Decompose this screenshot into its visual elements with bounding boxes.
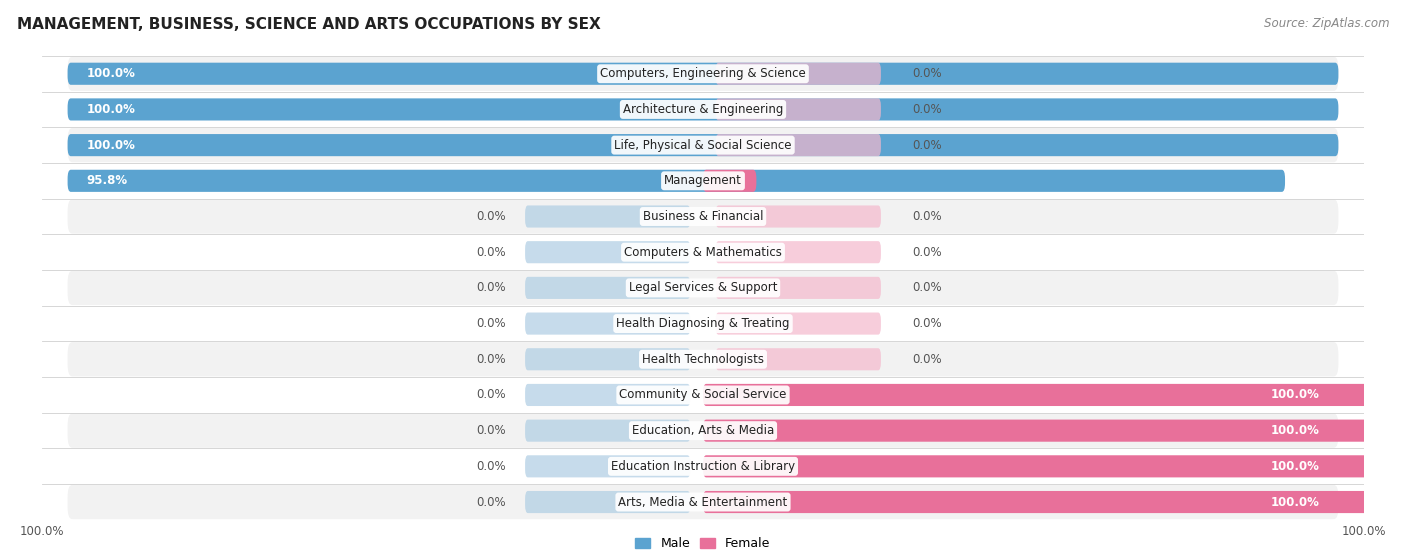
Text: Management: Management — [664, 174, 742, 187]
FancyBboxPatch shape — [703, 455, 1406, 477]
Text: 0.0%: 0.0% — [477, 281, 506, 295]
FancyBboxPatch shape — [67, 134, 1339, 156]
FancyBboxPatch shape — [524, 206, 690, 228]
Text: 0.0%: 0.0% — [912, 67, 942, 80]
Text: 0.0%: 0.0% — [477, 495, 506, 509]
Text: Health Technologists: Health Technologists — [643, 353, 763, 366]
Text: 4.2%: 4.2% — [1286, 174, 1319, 187]
Text: Computers, Engineering & Science: Computers, Engineering & Science — [600, 67, 806, 80]
Text: 95.8%: 95.8% — [87, 174, 128, 187]
Text: 0.0%: 0.0% — [477, 424, 506, 437]
Text: 100.0%: 100.0% — [1271, 495, 1319, 509]
Text: 0.0%: 0.0% — [477, 460, 506, 473]
FancyBboxPatch shape — [703, 420, 1406, 442]
Legend: Male, Female: Male, Female — [630, 532, 776, 556]
FancyBboxPatch shape — [703, 170, 756, 192]
Text: 0.0%: 0.0% — [912, 281, 942, 295]
Text: Source: ZipAtlas.com: Source: ZipAtlas.com — [1264, 17, 1389, 30]
Text: 100.0%: 100.0% — [87, 67, 135, 80]
FancyBboxPatch shape — [67, 56, 1339, 91]
Text: Education Instruction & Library: Education Instruction & Library — [612, 460, 794, 473]
Text: Community & Social Service: Community & Social Service — [619, 389, 787, 401]
Text: 0.0%: 0.0% — [912, 103, 942, 116]
Text: 100.0%: 100.0% — [1271, 389, 1319, 401]
FancyBboxPatch shape — [67, 271, 1339, 305]
FancyBboxPatch shape — [67, 342, 1339, 376]
FancyBboxPatch shape — [67, 164, 1339, 198]
Text: 100.0%: 100.0% — [87, 139, 135, 151]
FancyBboxPatch shape — [524, 420, 690, 442]
FancyBboxPatch shape — [716, 63, 882, 85]
FancyBboxPatch shape — [67, 378, 1339, 412]
FancyBboxPatch shape — [716, 241, 882, 263]
FancyBboxPatch shape — [67, 98, 1339, 121]
FancyBboxPatch shape — [524, 277, 690, 299]
FancyBboxPatch shape — [67, 200, 1339, 234]
Text: 0.0%: 0.0% — [477, 246, 506, 259]
FancyBboxPatch shape — [67, 92, 1339, 126]
Text: 0.0%: 0.0% — [912, 210, 942, 223]
Text: Education, Arts & Media: Education, Arts & Media — [631, 424, 775, 437]
Text: 0.0%: 0.0% — [477, 353, 506, 366]
FancyBboxPatch shape — [716, 348, 882, 370]
FancyBboxPatch shape — [716, 206, 882, 228]
Text: Architecture & Engineering: Architecture & Engineering — [623, 103, 783, 116]
FancyBboxPatch shape — [716, 277, 882, 299]
Text: Life, Physical & Social Science: Life, Physical & Social Science — [614, 139, 792, 151]
Text: 100.0%: 100.0% — [87, 103, 135, 116]
Text: Computers & Mathematics: Computers & Mathematics — [624, 246, 782, 259]
FancyBboxPatch shape — [67, 235, 1339, 269]
FancyBboxPatch shape — [67, 306, 1339, 340]
FancyBboxPatch shape — [703, 491, 1406, 513]
FancyBboxPatch shape — [703, 384, 1406, 406]
Text: Business & Financial: Business & Financial — [643, 210, 763, 223]
FancyBboxPatch shape — [67, 170, 1285, 192]
Text: 0.0%: 0.0% — [912, 139, 942, 151]
Text: 0.0%: 0.0% — [477, 210, 506, 223]
FancyBboxPatch shape — [67, 485, 1339, 519]
Text: 0.0%: 0.0% — [477, 389, 506, 401]
FancyBboxPatch shape — [524, 348, 690, 370]
Text: Health Diagnosing & Treating: Health Diagnosing & Treating — [616, 317, 790, 330]
FancyBboxPatch shape — [67, 63, 1339, 85]
Text: MANAGEMENT, BUSINESS, SCIENCE AND ARTS OCCUPATIONS BY SEX: MANAGEMENT, BUSINESS, SCIENCE AND ARTS O… — [17, 17, 600, 32]
FancyBboxPatch shape — [716, 134, 882, 156]
FancyBboxPatch shape — [524, 455, 690, 477]
Text: Legal Services & Support: Legal Services & Support — [628, 281, 778, 295]
FancyBboxPatch shape — [67, 449, 1339, 484]
FancyBboxPatch shape — [716, 312, 882, 335]
FancyBboxPatch shape — [67, 128, 1339, 162]
Text: 0.0%: 0.0% — [912, 317, 942, 330]
FancyBboxPatch shape — [524, 241, 690, 263]
Text: 0.0%: 0.0% — [912, 246, 942, 259]
Text: Arts, Media & Entertainment: Arts, Media & Entertainment — [619, 495, 787, 509]
FancyBboxPatch shape — [524, 312, 690, 335]
FancyBboxPatch shape — [67, 414, 1339, 448]
Text: 0.0%: 0.0% — [912, 353, 942, 366]
FancyBboxPatch shape — [524, 491, 690, 513]
Text: 100.0%: 100.0% — [1271, 424, 1319, 437]
Text: 0.0%: 0.0% — [477, 317, 506, 330]
FancyBboxPatch shape — [716, 98, 882, 121]
FancyBboxPatch shape — [524, 384, 690, 406]
Text: 100.0%: 100.0% — [1271, 460, 1319, 473]
